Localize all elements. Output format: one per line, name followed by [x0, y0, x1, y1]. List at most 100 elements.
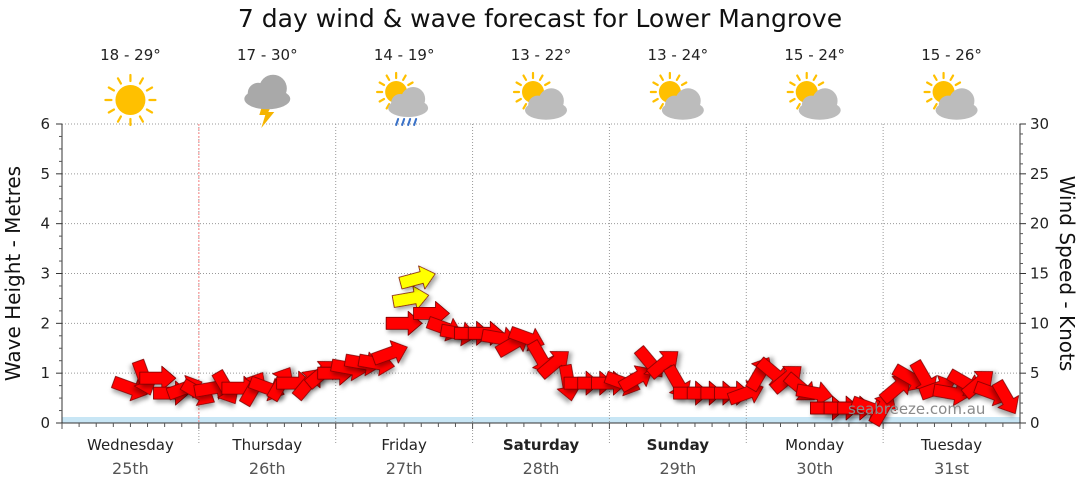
sun-ray: [116, 77, 123, 85]
right-tick-label: 0: [1030, 414, 1040, 432]
wind-arrow: [991, 379, 1020, 415]
sun-ray: [926, 97, 933, 103]
sun-ray: [515, 97, 522, 103]
partly-cloudy-icon: [512, 71, 567, 120]
wind-arrow-shape: [371, 340, 408, 366]
sun-ray: [949, 74, 955, 81]
wind-arrow: [617, 365, 653, 393]
sun-ray: [378, 81, 386, 87]
day-date-label: 30th: [796, 459, 833, 478]
cloud-part: [675, 88, 701, 114]
right-tick-label: 5: [1030, 364, 1040, 382]
sun-rain-icon: [376, 71, 429, 126]
thunderstorm-icon: [244, 74, 291, 128]
sun-ray: [796, 74, 801, 81]
partly-cloudy-icon: [786, 71, 841, 120]
day-name-label: Friday: [381, 436, 427, 454]
sun-ray: [652, 97, 659, 103]
watermark: seabreeze.com.au: [848, 400, 985, 418]
left-tick-label: 0: [40, 414, 50, 432]
day-date-label: 26th: [249, 459, 286, 478]
wind-arrow-shape: [646, 351, 679, 380]
day-temperature-range: 15 - 24°: [784, 46, 845, 64]
day-date-label: 31st: [934, 459, 969, 478]
day-name-label: Monday: [785, 436, 844, 454]
wind-arrow: [795, 381, 833, 407]
rain-drop: [401, 118, 406, 126]
sun-ray: [138, 115, 145, 123]
day-headers: 18 - 29° Wednesday 25th 17 - 30° Thursday 26t…: [87, 46, 982, 478]
sun-ray: [544, 81, 551, 87]
right-tick-label: 15: [1030, 265, 1049, 283]
left-tick-label: 3: [40, 265, 50, 283]
wind-arrow: [139, 365, 177, 391]
wind-arrow: [391, 285, 430, 310]
wind-series: [111, 265, 1020, 428]
left-tick-label: 2: [40, 314, 50, 332]
partly-cloudy-icon: [923, 71, 978, 120]
left-tick-label: 5: [40, 165, 50, 183]
sun-ray: [789, 97, 796, 103]
sun-ray: [675, 74, 681, 81]
sun-ray: [378, 97, 386, 103]
wind-arrow-shape: [991, 379, 1020, 415]
sun-disc: [115, 85, 146, 115]
wind-arrow-shape: [139, 365, 177, 391]
wind-arrow: [398, 265, 436, 290]
wind-arrow: [111, 375, 148, 402]
day-date-label: 28th: [523, 459, 560, 478]
day-temperature-range: 13 - 24°: [648, 46, 709, 64]
partly-cloudy-icon: [649, 71, 704, 120]
rain-drop: [395, 118, 400, 126]
right-tick-label: 20: [1030, 215, 1049, 233]
day-temperature-range: 14 - 19°: [374, 46, 435, 64]
day-temperature-range: 17 - 30°: [237, 46, 298, 64]
sun-ray: [680, 81, 688, 87]
sun-ray: [796, 103, 801, 110]
sun-ray: [107, 108, 116, 114]
cloud-part: [538, 88, 564, 114]
day-name-label: Sunday: [647, 436, 710, 454]
wind-arrow-shape: [111, 375, 148, 402]
left-tick-label: 6: [40, 115, 50, 133]
right-tick-label: 10: [1030, 314, 1049, 332]
right-axis-title: Wind Speed - Knots: [1055, 176, 1079, 372]
wave-height-area: [62, 417, 1020, 423]
day-name-label: Saturday: [503, 436, 580, 454]
wind-arrow-shape: [795, 381, 833, 407]
day-temperature-range: 15 - 26°: [921, 46, 982, 64]
page-title: 7 day wind & wave forecast for Lower Man…: [237, 4, 843, 33]
wind-arrow-shape: [398, 265, 436, 290]
sun-ray: [402, 74, 407, 81]
wind-arrow: [878, 375, 912, 405]
sun-ray: [652, 81, 659, 87]
sun-ray: [812, 74, 818, 81]
grid: [62, 123, 1020, 445]
wind-arrow-shape: [391, 285, 430, 310]
wind-arrow-shape: [932, 381, 970, 407]
left-tick-label: 1: [40, 364, 50, 382]
sun-ray: [659, 74, 664, 81]
left-axis-title: Wave Height - Metres: [1, 166, 25, 381]
sun-ray: [145, 86, 154, 92]
rain-drop: [407, 118, 412, 126]
wind-arrow-shape: [617, 365, 653, 393]
sun-ray: [538, 74, 544, 81]
cloud-part: [401, 87, 426, 111]
wind-arrow: [646, 351, 679, 380]
right-tick-label: 30: [1030, 115, 1049, 133]
wind-arrow-shape: [878, 375, 912, 405]
day-date-label: 27th: [386, 459, 423, 478]
left-tick-label: 4: [40, 215, 50, 233]
sun-ray: [522, 74, 528, 81]
cloud-part: [259, 74, 287, 103]
sun-ray: [522, 103, 528, 110]
sun-ray: [932, 74, 938, 81]
wind-arrow: [371, 340, 408, 366]
sun-ray: [789, 81, 796, 87]
sun-ray: [515, 81, 522, 87]
sun-ray: [116, 115, 123, 123]
sun-ray: [145, 108, 154, 114]
sun-ray: [659, 103, 664, 110]
